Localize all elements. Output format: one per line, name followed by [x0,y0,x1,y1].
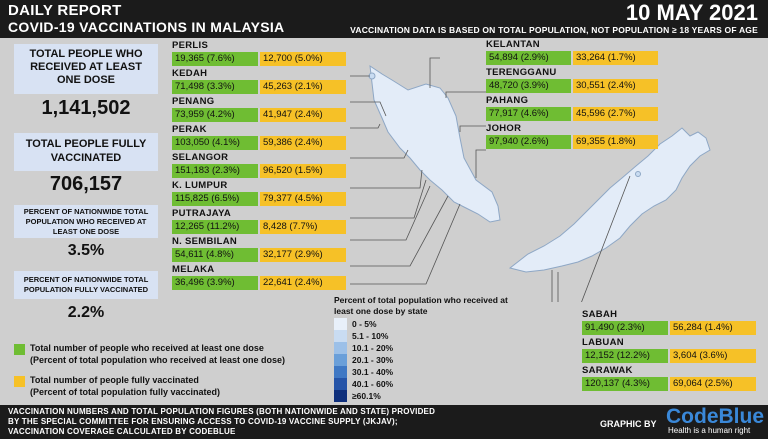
state-name-sarawak: SARAWAK [582,365,633,376]
codeblue-tagline: Health is a human right [668,426,751,435]
header-bar [0,0,768,38]
fully-value-selangor: 96,520 (1.5%) [260,164,346,178]
legend-swatch [334,354,347,366]
one-dose-value-kedah: 71,498 (3.3%) [172,80,258,94]
legend-swatch [334,330,347,342]
state-name-perak: PERAK [172,124,207,135]
one-dose-value-n-sembilan: 54,611 (4.8%) [172,248,258,262]
malaysia-map [350,57,711,302]
map-legend-title: Percent of total population who received… [334,295,508,316]
legend-bin-label: 5.1 - 10% [352,331,389,341]
report-title: DAILY REPORT [8,2,122,19]
stat-box-one-dose [14,44,158,94]
one-dose-value-labuan: 12,152 (12.2%) [582,349,668,363]
one-dose-value-johor: 97,940 (2.6%) [486,135,571,149]
one-dose-value-terengganu: 48,720 (3.9%) [486,79,571,93]
footer-line1: VACCINATION NUMBERS AND TOTAL POPULATION… [8,407,436,416]
stat-label-pct-one: PERCENT OF NATIONWIDE TOTAL POPULATION W… [23,207,149,236]
legend-bin-label: 0 - 5% [352,319,377,329]
state-name-sabah: SABAH [582,309,618,320]
key-yellow-line2: (Percent of total population fully vacci… [30,387,221,397]
fully-value-k-lumpur: 79,377 (4.5%) [260,192,346,206]
fully-value-n-sembilan: 32,177 (2.9%) [260,248,346,262]
key-green-swatch [14,344,25,355]
fully-value-putrajaya: 8,428 (7.7%) [260,220,346,234]
legend-bin-label: 20.1 - 30% [352,355,394,365]
legend-swatch [334,342,347,354]
key-green-line2: (Percent of total population who receive… [30,355,286,365]
one-dose-value-sabah: 91,490 (2.3%) [582,321,668,335]
state-name-melaka: MELAKA [172,264,215,275]
state-name-penang: PENANG [172,96,215,107]
map-labuan-marker [635,171,641,177]
legend-swatch [334,378,347,390]
state-name-labuan: LABUAN [582,337,624,348]
state-name-pahang: PAHANG [486,95,529,106]
footer-line2: BY THE SPECIAL COMMITTEE FOR ENSURING AC… [8,417,398,426]
graphic-by-label: GRAPHIC BY [600,419,657,429]
stat-value-pct-one: 3.5% [67,242,105,259]
state-name-k-lumpur: K. LUMPUR [172,180,228,191]
state-name-perlis: PERLIS [172,40,209,51]
one-dose-value-penang: 73,959 (4.2%) [172,108,258,122]
stat-label-pct-full: PERCENT OF NATIONWIDE TOTAL POPULATION F… [23,275,149,294]
one-dose-value-kelantan: 54,894 (2.9%) [486,51,571,65]
one-dose-value-selangor: 151,183 (2.3%) [172,164,258,178]
key-yellow-swatch [14,376,25,387]
one-dose-value-sarawak: 120,137 (4.3%) [582,377,668,391]
legend-bin-label: ≥60.1% [352,391,381,401]
legend-bin-label: 40.1 - 60% [352,379,394,389]
legend-bin-label: 10.1 - 20% [352,343,394,353]
legend-swatch [334,390,347,402]
key-green-line1: Total number of people who received at l… [30,343,264,353]
stat-box-pct-full [14,271,158,299]
state-name-kedah: KEDAH [172,68,208,79]
footer-bar [0,405,768,439]
map-borneo [508,127,711,273]
one-dose-value-putrajaya: 12,265 (11.2%) [172,220,258,234]
state-name-kelantan: KELANTAN [486,39,540,50]
key-yellow-text: Total number of people fully vaccinated … [30,374,220,398]
key-green-text: Total number of people who received at l… [30,342,285,366]
fully-value-kedah: 45,263 (2.1%) [260,80,346,94]
one-dose-value-pahang: 77,917 (4.6%) [486,107,571,121]
one-dose-value-k-lumpur: 115,825 (6.5%) [172,192,258,206]
stat-value-fully: 706,157 [49,173,123,195]
fully-value-perlis: 12,700 (5.0%) [260,52,346,66]
stat-box-pct-one [14,205,158,238]
one-dose-value-melaka: 36,496 (3.9%) [172,276,258,290]
state-name-johor: JOHOR [486,123,522,134]
stat-value-pct-full: 2.2% [67,304,105,321]
fully-value-labuan: 3,604 (3.6%) [670,349,756,363]
one-dose-value-perak: 103,050 (4.1%) [172,136,258,150]
fully-value-penang: 41,947 (2.4%) [260,108,346,122]
report-subtitle: COVID-19 VACCINATIONS IN MALAYSIA [8,19,285,35]
stat-value-one-dose: 1,141,502 [41,97,131,119]
stat-box-fully [14,133,158,171]
fully-value-johor: 69,355 (1.8%) [573,135,658,149]
map-peninsular [369,64,501,223]
stat-label-fully: TOTAL PEOPLE FULLY VACCINATED [25,138,147,164]
legend-swatch [334,318,347,330]
state-name-terengganu: TERENGGANU [486,67,557,78]
fully-value-sabah: 56,284 (1.4%) [670,321,756,335]
fully-value-sarawak: 69,064 (2.5%) [670,377,756,391]
footer-line3: VACCINATION COVERAGE CALCULATED BY CODEB… [8,427,236,436]
data-note: VACCINATION DATA IS BASED ON TOTAL POPUL… [350,25,758,35]
key-yellow-line1: Total number of people fully vaccinated [30,375,199,385]
state-name-putrajaya: PUTRAJAYA [172,208,232,219]
fully-value-kelantan: 33,264 (1.7%) [573,51,658,65]
fully-value-pahang: 45,596 (2.7%) [573,107,658,121]
legend-bin-label: 30.1 - 40% [352,367,394,377]
stat-label-one-dose: TOTAL PEOPLE WHO RECEIVED AT LEAST ONE D… [29,48,143,86]
report-date: 10 MAY 2021 [625,0,758,25]
one-dose-value-perlis: 19,365 (7.6%) [172,52,258,66]
fully-value-melaka: 22,641 (2.4%) [260,276,346,290]
state-name-selangor: SELANGOR [172,152,229,163]
fully-value-terengganu: 30,551 (2.4%) [573,79,658,93]
fully-value-perak: 59,386 (2.4%) [260,136,346,150]
state-name-n-sembilan: N. SEMBILAN [172,236,238,247]
codeblue-logo: CodeBlue [666,405,765,428]
legend-swatch [334,366,347,378]
